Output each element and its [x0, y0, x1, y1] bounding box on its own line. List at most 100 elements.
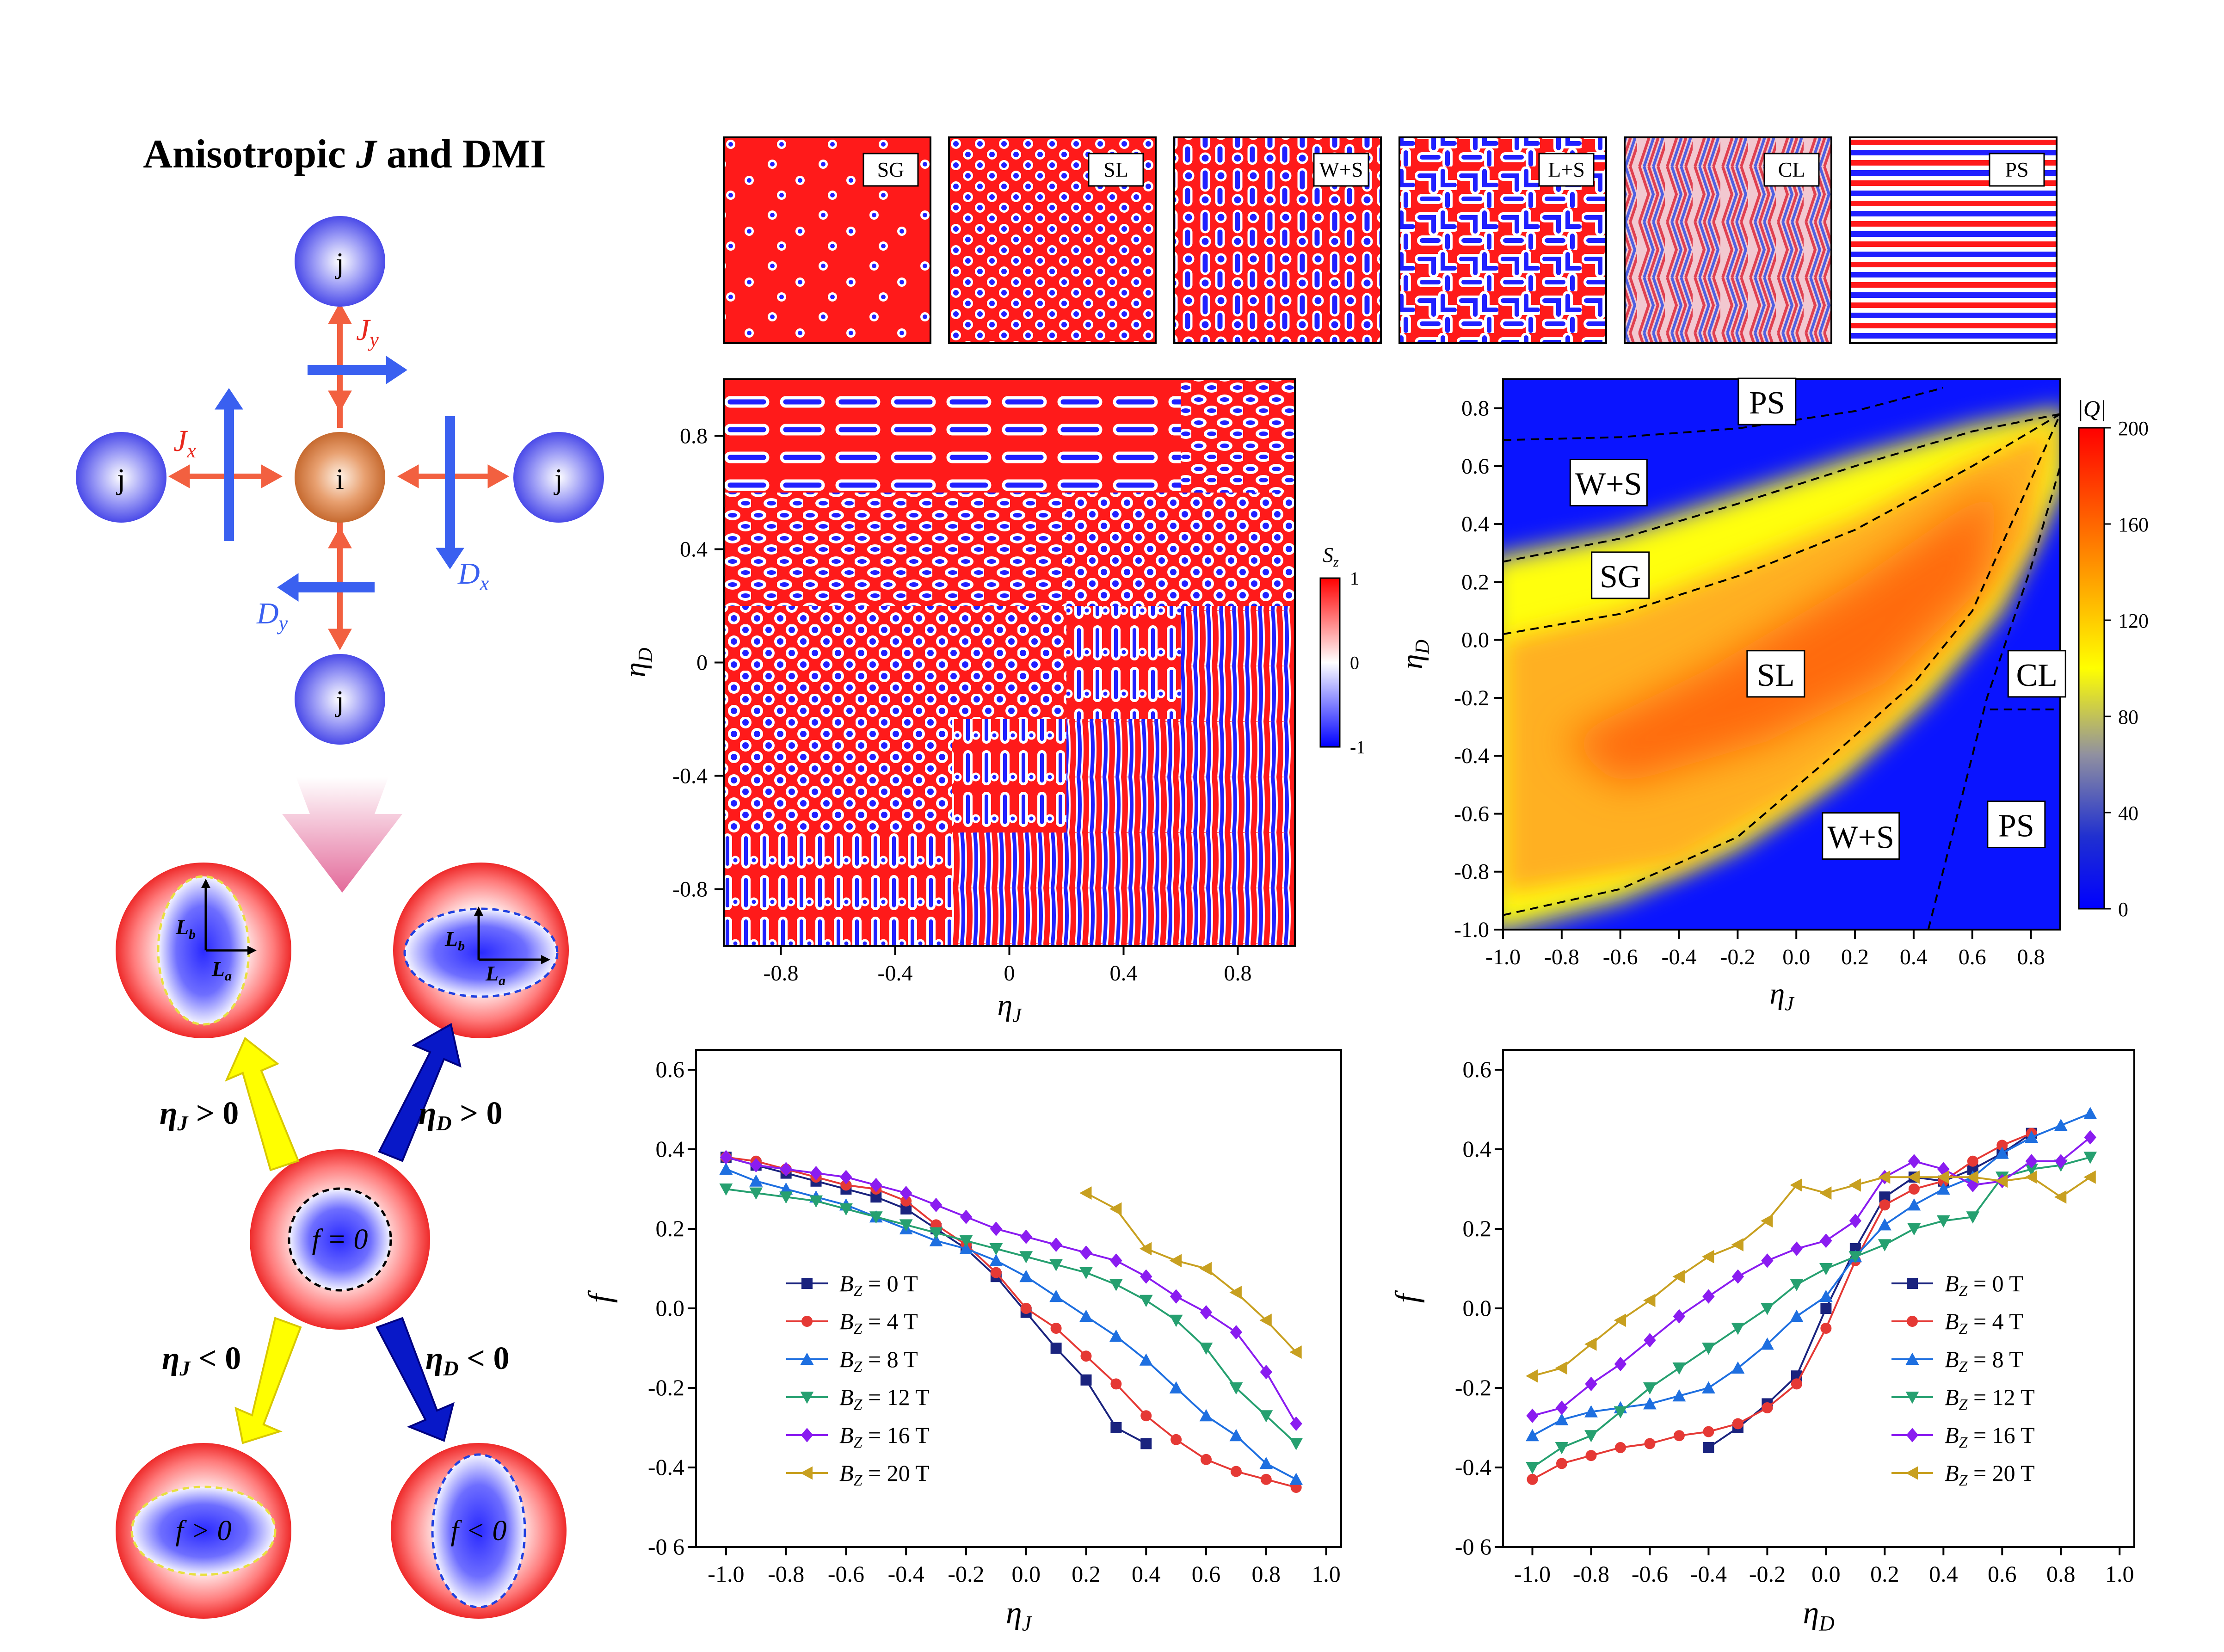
svg-text:La: La — [211, 957, 232, 984]
data-point — [1527, 1473, 1538, 1485]
data-point — [1614, 1356, 1627, 1371]
region-label: SG — [1600, 559, 1641, 595]
data-point — [1050, 1343, 1062, 1354]
data-point — [1110, 1422, 1122, 1433]
texture-label-box — [1538, 153, 1595, 187]
data-point — [989, 1254, 1003, 1266]
y-tick-label: 0.4 — [680, 537, 708, 562]
y-tick-label: -0.8 — [1454, 860, 1489, 884]
x-tick-label: 0.8 — [1252, 1561, 1281, 1587]
svg-text:ηD > 0: ηD > 0 — [419, 1096, 503, 1135]
region-label-box — [1591, 551, 1650, 599]
data-point — [1109, 1202, 1122, 1216]
data-point — [1201, 1454, 1212, 1465]
data-point — [1790, 1309, 1804, 1322]
region-label: W+S — [1827, 820, 1894, 856]
data-point — [1169, 1314, 1183, 1327]
data-point — [1584, 1405, 1598, 1418]
data-point — [1614, 1313, 1626, 1327]
series-12t — [719, 1184, 1303, 1450]
texture-tile — [724, 379, 838, 493]
series-20t — [1526, 1170, 2096, 1383]
y-tick-label: 0.8 — [680, 424, 708, 449]
data-point — [1109, 1279, 1123, 1291]
x-tick-label: -0.8 — [1573, 1561, 1609, 1587]
legend-entry: BZ = 4 T — [1891, 1308, 2023, 1338]
bubble-bottom-right: f < 0 — [391, 1443, 567, 1619]
y-tick-label: -0.8 — [672, 877, 708, 902]
y-tick-label: 0.4 — [656, 1136, 685, 1162]
legend-entry: BZ = 4 T — [786, 1308, 918, 1338]
data-point — [1555, 1413, 1569, 1425]
legend-label: BZ = 20 T — [839, 1460, 930, 1489]
region-label-box — [1822, 812, 1900, 860]
data-point — [1878, 1239, 1891, 1251]
data-point — [1289, 1473, 1303, 1485]
data-point — [1169, 1254, 1182, 1268]
data-point — [1790, 1178, 1802, 1192]
data-point — [1526, 1369, 1538, 1383]
plot-frame — [1502, 1049, 2135, 1548]
y-axis-label: f — [582, 1290, 618, 1303]
y-tick-label: -0 6 — [648, 1534, 684, 1560]
x-tick-label: 0.0 — [1782, 945, 1810, 969]
data-point — [1585, 1450, 1597, 1461]
texture-tile — [952, 719, 1067, 833]
data-point — [1140, 1410, 1152, 1422]
x-tick-label: -0.6 — [1603, 945, 1638, 969]
data-point — [1673, 1309, 1686, 1324]
texture-tile — [724, 493, 838, 606]
series-20t — [1079, 1186, 1302, 1359]
data-point — [1019, 1270, 1033, 1282]
legend-label: BZ = 8 T — [1945, 1346, 2023, 1375]
data-point — [801, 1278, 813, 1289]
data-point — [869, 1211, 883, 1224]
legend-label: BZ = 20 T — [1945, 1460, 2035, 1489]
data-point — [1672, 1362, 1686, 1375]
legend-entry: BZ = 12 T — [1891, 1384, 2035, 1413]
q-phase-diagram: PS W+S SG SL CL W+S PS -1.0 -0.8 -0.6 -0.4 -0.2 0.0 0… — [1395, 377, 2149, 1015]
data-point — [1936, 1215, 1950, 1228]
phase-boundary — [1503, 413, 2060, 563]
data-point — [899, 1186, 912, 1201]
data-point — [1643, 1294, 1656, 1307]
texture-label: CL — [1778, 158, 1805, 181]
data-point — [1848, 1178, 1861, 1192]
legend-entry: BZ = 16 T — [1891, 1422, 2035, 1451]
atom-center: i — [295, 432, 385, 523]
arrow-etad-neg: ηD < 0 — [376, 1317, 510, 1442]
region-label-box — [1737, 377, 1797, 425]
data-point — [1702, 1343, 1715, 1355]
x-axis-label: ηJ — [997, 988, 1023, 1027]
data-point — [1702, 1289, 1715, 1304]
label-dx: Dx — [457, 557, 489, 595]
data-point — [1139, 1353, 1153, 1366]
texture-label-box — [1088, 153, 1144, 187]
data-point — [1820, 1303, 1832, 1314]
phase-boundary — [1927, 466, 2060, 930]
x-tick-label: 0.4 — [1929, 1561, 1958, 1587]
texture-label: W+S — [1319, 158, 1363, 181]
data-point — [2083, 1170, 2096, 1184]
x-tick-label: 0.8 — [2017, 945, 2045, 969]
region-label-box — [2007, 650, 2066, 698]
data-point — [1585, 1376, 1597, 1391]
data-point — [750, 1158, 762, 1172]
data-point — [1079, 1267, 1093, 1279]
data-point — [1790, 1241, 1803, 1256]
series-line — [1085, 1192, 1297, 1353]
x-tick-label: 0.4 — [1900, 945, 1928, 969]
data-point — [990, 1267, 1002, 1278]
y-tick-label: -0.4 — [1455, 1454, 1491, 1480]
y-tick-label: -0.4 — [672, 764, 708, 789]
data-point — [1230, 1325, 1243, 1340]
y-tick-label: -0.4 — [1454, 744, 1489, 768]
data-point — [2083, 1152, 2097, 1164]
data-point — [1020, 1303, 1032, 1314]
series-12t — [1526, 1152, 2097, 1474]
data-point — [1259, 1313, 1272, 1327]
bubble-top-right: Lb La — [393, 863, 569, 1038]
x-axis-label: ηJ — [1006, 1595, 1033, 1635]
data-point — [1080, 1350, 1092, 1362]
legend-label: BZ = 4 T — [839, 1308, 918, 1338]
